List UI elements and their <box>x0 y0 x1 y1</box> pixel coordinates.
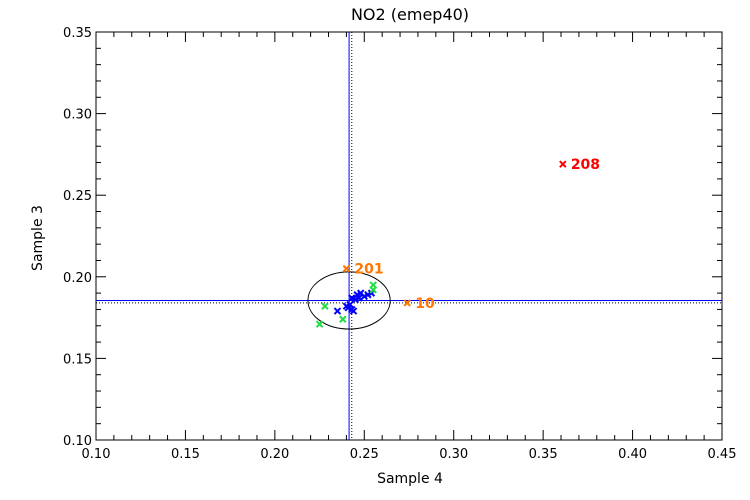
y-axis-label: Sample 3 <box>30 205 46 271</box>
point-mark <box>348 294 356 302</box>
x-tick-label: 0.45 <box>708 447 737 462</box>
x-tick-label: 0.30 <box>439 447 468 462</box>
data-point-green <box>315 320 324 328</box>
x-tick-label: 0.10 <box>82 447 111 462</box>
point-mark <box>403 299 411 307</box>
point-mark <box>339 315 347 323</box>
y-tick-label: 0.15 <box>63 352 92 367</box>
data-point-orange <box>342 264 351 273</box>
y-tick-label: 0.35 <box>63 26 92 41</box>
point-mark <box>357 289 365 297</box>
point-mark <box>344 304 352 312</box>
x-tick-label: 0.15 <box>171 447 200 462</box>
chart-title: NO2 (emep40) <box>351 5 469 24</box>
point-mark <box>369 286 377 294</box>
point-mark <box>342 264 351 273</box>
y-tick-label: 0.30 <box>63 108 92 123</box>
point-mark <box>559 160 567 168</box>
data-point-orange <box>403 299 411 307</box>
axes: 0.10 0.15 0.20 0.25 0.30 0.35 0.40 0.45 0.10 0.15… <box>63 26 736 462</box>
x-tick-label: 0.25 <box>350 447 379 462</box>
plot-frame <box>95 31 723 441</box>
point-mark <box>321 302 329 310</box>
x-axis-label: Sample 4 <box>377 471 443 487</box>
point-label: 201 <box>354 262 383 278</box>
reference-lines <box>96 32 722 440</box>
x-tick-label: 0.35 <box>529 447 558 462</box>
point-mark <box>355 294 363 302</box>
data-point-blue <box>355 294 363 302</box>
data-point-blue <box>333 307 342 315</box>
data-point-green <box>321 302 329 310</box>
y-tick-label: 0.20 <box>63 271 92 286</box>
point-label: 10 <box>415 296 435 312</box>
point-mark <box>315 320 324 328</box>
data-point-blue <box>349 307 358 315</box>
data-point-green <box>369 286 377 294</box>
data-points: 201 10 208 <box>315 157 600 328</box>
point-mark <box>333 307 342 315</box>
x-tick-label: 0.20 <box>260 447 289 462</box>
y-tick-label: 0.25 <box>63 189 92 204</box>
data-point-red <box>559 160 567 168</box>
point-mark <box>349 307 358 315</box>
x-tick-label: 0.40 <box>618 447 647 462</box>
point-label: 208 <box>571 157 600 173</box>
y-tick-label: 0.10 <box>63 434 92 449</box>
data-point-green <box>339 315 347 323</box>
